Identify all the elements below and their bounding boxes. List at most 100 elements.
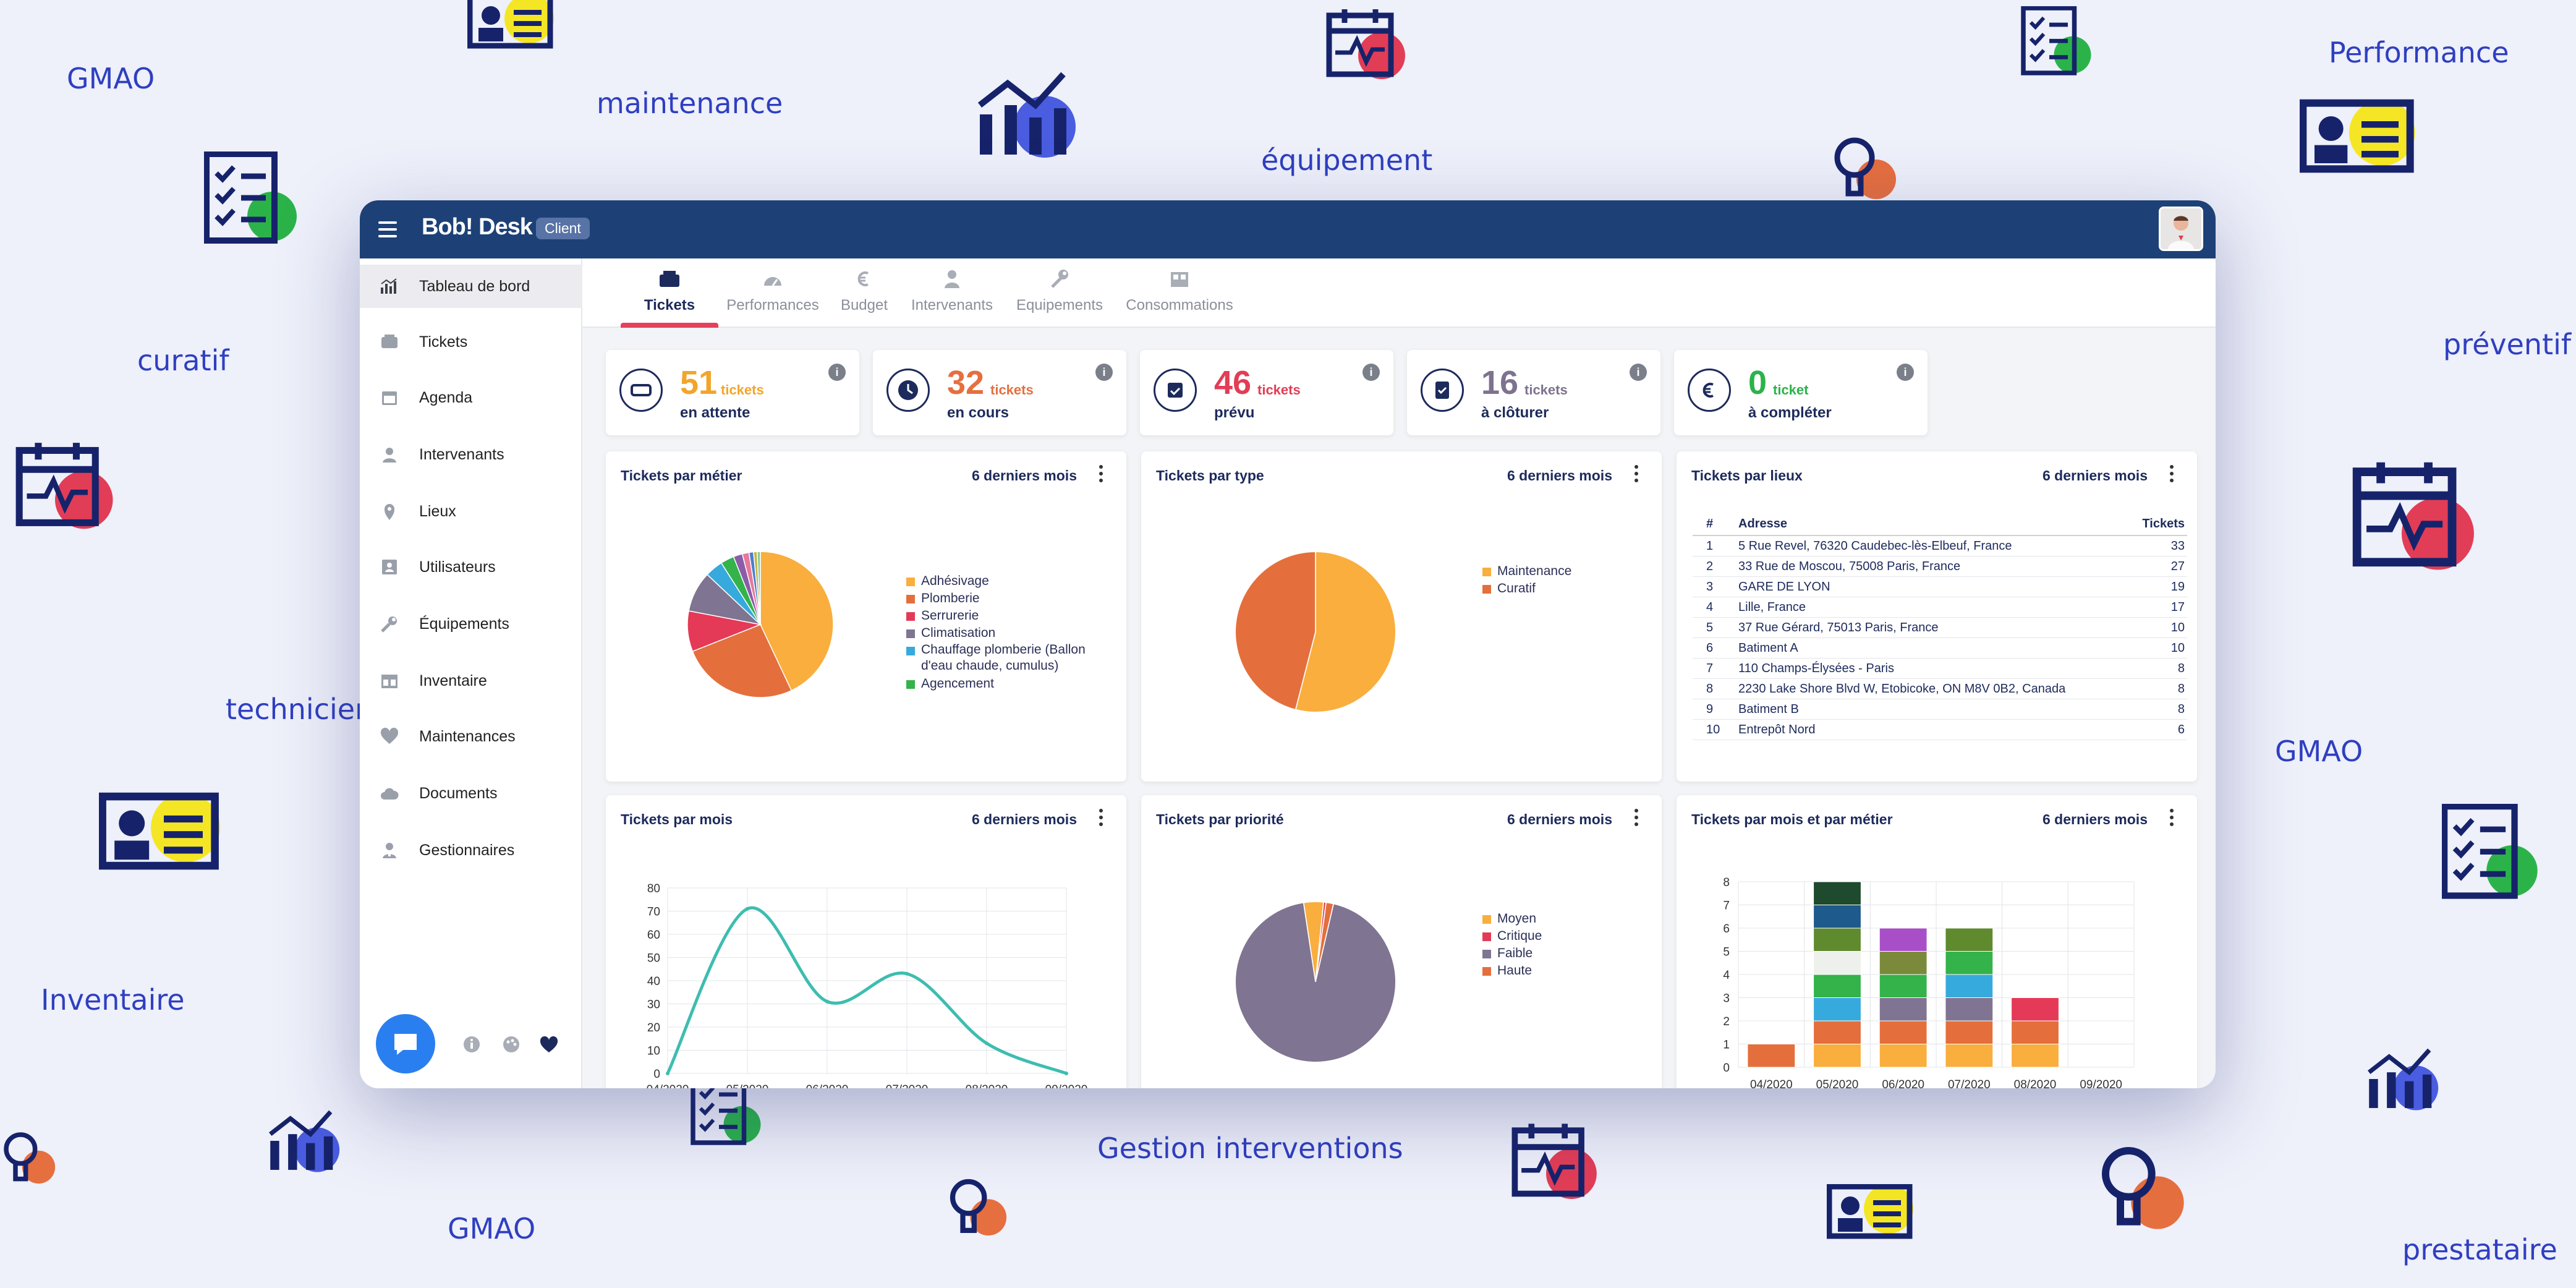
bar-segment[interactable] bbox=[2011, 1044, 2059, 1068]
pie-metier-slice[interactable] bbox=[757, 551, 761, 625]
bar-segment[interactable] bbox=[1879, 974, 1928, 998]
pie-type-slice[interactable] bbox=[1294, 551, 1396, 713]
bar-segment[interactable] bbox=[1813, 1044, 1861, 1068]
tab-performances[interactable]: Performances bbox=[721, 258, 825, 328]
legend-item[interactable]: Climatisation bbox=[906, 625, 1110, 642]
legend-item[interactable]: Curatif bbox=[1482, 580, 1637, 597]
pie-priorite-slice[interactable] bbox=[1235, 902, 1396, 1063]
bar-segment[interactable] bbox=[1747, 1044, 1796, 1068]
more-options-icon[interactable] bbox=[1099, 465, 1104, 485]
legend-item[interactable]: Chauffage plomberie (Ballon d'eau chaude… bbox=[906, 642, 1110, 675]
bar-segment[interactable] bbox=[1813, 905, 1861, 929]
series-line[interactable] bbox=[666, 906, 1067, 1075]
table-row[interactable]: 6 Batiment A 10 bbox=[1693, 638, 2187, 659]
legend-item[interactable]: Serrurerie bbox=[906, 607, 1110, 625]
more-options-icon[interactable] bbox=[1634, 465, 1639, 485]
pie-type-slice[interactable] bbox=[1235, 551, 1316, 710]
bar-segment[interactable] bbox=[1945, 1020, 1994, 1044]
chat-button[interactable] bbox=[376, 1014, 435, 1073]
bar-segment[interactable] bbox=[1813, 881, 1861, 905]
more-options-icon[interactable] bbox=[2170, 809, 2175, 829]
legend-item[interactable]: Plomberie bbox=[906, 590, 1110, 607]
table-row[interactable]: 10 Entrepôt Nord 6 bbox=[1693, 719, 2187, 740]
bar-segment[interactable] bbox=[1879, 1020, 1928, 1044]
hamburger-menu-icon[interactable] bbox=[378, 221, 397, 237]
info-icon[interactable]: i bbox=[1897, 364, 1914, 381]
bar-segment[interactable] bbox=[1813, 951, 1861, 975]
legend-item[interactable]: Haute bbox=[1482, 962, 1637, 979]
stat-card-en-cours[interactable]: 32 tickets en cours i bbox=[873, 350, 1126, 435]
period-selector[interactable]: 6 derniers mois bbox=[2042, 811, 2148, 827]
bar-segment[interactable] bbox=[1945, 928, 1994, 952]
data-point[interactable] bbox=[746, 906, 749, 911]
bar-segment[interactable] bbox=[1945, 1044, 1994, 1068]
bar-segment[interactable] bbox=[1813, 1020, 1861, 1044]
legend-item[interactable]: Critique bbox=[1482, 928, 1637, 945]
sidebar-item-gestionnaires[interactable]: Gestionnaires bbox=[360, 829, 582, 872]
more-options-icon[interactable] bbox=[1099, 809, 1104, 829]
info-icon[interactable]: i bbox=[1362, 364, 1380, 381]
bar-segment[interactable] bbox=[1813, 928, 1861, 952]
sidebar-item-tickets[interactable]: Tickets bbox=[360, 320, 582, 364]
data-point[interactable] bbox=[905, 971, 909, 976]
bar-segment[interactable] bbox=[1879, 997, 1928, 1021]
table-row[interactable]: 4 Lille, France 17 bbox=[1693, 597, 2187, 618]
legend-item[interactable]: Maintenance bbox=[1482, 563, 1637, 580]
tab-consommations[interactable]: Consommations bbox=[1118, 258, 1241, 328]
info-icon[interactable] bbox=[462, 1035, 481, 1054]
data-point[interactable] bbox=[666, 1072, 670, 1075]
bar-segment[interactable] bbox=[1945, 997, 1994, 1021]
bar-segment[interactable] bbox=[1879, 928, 1928, 952]
pie-metier-slice[interactable] bbox=[760, 551, 834, 691]
bar-segment[interactable] bbox=[1813, 974, 1861, 998]
sidebar-item-equipements[interactable]: Équipements bbox=[360, 602, 582, 646]
more-options-icon[interactable] bbox=[1634, 809, 1639, 829]
stat-card-a-cloturer[interactable]: 16 tickets à clôturer i bbox=[1407, 350, 1660, 435]
stat-card-prevu[interactable]: 46 tickets prévu i bbox=[1140, 350, 1393, 435]
tab-equipements[interactable]: Equipements bbox=[1004, 258, 1115, 328]
sidebar-item-agenda[interactable]: Agenda bbox=[360, 376, 582, 419]
period-selector[interactable]: 6 derniers mois bbox=[2042, 467, 2148, 484]
bar-segment[interactable] bbox=[2011, 997, 2059, 1021]
bar-segment[interactable] bbox=[1879, 1044, 1928, 1068]
sidebar-item-documents[interactable]: Documents bbox=[360, 772, 582, 815]
sidebar-item-lieux[interactable]: Lieux bbox=[360, 490, 582, 533]
table-row[interactable]: 3 GARE DE LYON 19 bbox=[1693, 576, 2187, 597]
bar-segment[interactable] bbox=[2011, 1020, 2059, 1044]
sidebar-item-utilisateurs[interactable]: Utilisateurs bbox=[360, 545, 582, 589]
sidebar-item-tableau-de-bord[interactable]: Tableau de bord bbox=[360, 265, 582, 308]
bar-segment[interactable] bbox=[1945, 951, 1994, 975]
info-icon[interactable]: i bbox=[1095, 364, 1113, 381]
stat-card-a-completer[interactable]: 0 ticket à compléter i bbox=[1674, 350, 1928, 435]
legend-item[interactable]: Faible bbox=[1482, 945, 1637, 962]
period-selector[interactable]: 6 derniers mois bbox=[1507, 811, 1612, 827]
table-row[interactable]: 5 37 Rue Gérard, 75013 Paris, France 10 bbox=[1693, 617, 2187, 638]
more-options-icon[interactable] bbox=[2170, 465, 2175, 485]
heart-icon[interactable] bbox=[539, 1035, 559, 1054]
data-point[interactable] bbox=[825, 999, 829, 1004]
period-selector[interactable]: 6 derniers mois bbox=[971, 467, 1077, 484]
data-point[interactable] bbox=[985, 1041, 988, 1046]
legend-item[interactable]: Moyen bbox=[1482, 910, 1637, 928]
brand-logo[interactable]: Bob! Desk bbox=[422, 214, 533, 240]
info-icon[interactable]: i bbox=[1630, 364, 1647, 381]
period-selector[interactable]: 6 derniers mois bbox=[1507, 467, 1612, 484]
period-selector[interactable]: 6 derniers mois bbox=[971, 811, 1077, 827]
legend-item[interactable]: Agencement bbox=[906, 675, 1110, 693]
table-row[interactable]: 7 110 Champs-Élysées - Paris 8 bbox=[1693, 658, 2187, 679]
stat-card-en-attente[interactable]: 51 tickets en attente i bbox=[606, 350, 859, 435]
sidebar-item-intervenants[interactable]: Intervenants bbox=[360, 433, 582, 476]
sidebar-item-inventaire[interactable]: Inventaire bbox=[360, 659, 582, 702]
tab-intervenants[interactable]: Intervenants bbox=[903, 258, 1001, 328]
pie-metier-slice[interactable] bbox=[692, 624, 793, 698]
bar-segment[interactable] bbox=[1879, 951, 1928, 975]
data-point[interactable] bbox=[1065, 1072, 1068, 1075]
tab-tickets[interactable]: Tickets bbox=[621, 258, 718, 328]
avatar[interactable] bbox=[2159, 207, 2203, 251]
bar-segment[interactable] bbox=[1813, 997, 1861, 1021]
bar-segment[interactable] bbox=[1945, 974, 1994, 998]
info-icon[interactable]: i bbox=[828, 364, 846, 381]
legend-item[interactable]: Adhésivage bbox=[906, 573, 1110, 590]
table-row[interactable]: 8 2230 Lake Shore Blvd W, Etobicoke, ON M… bbox=[1693, 678, 2187, 699]
